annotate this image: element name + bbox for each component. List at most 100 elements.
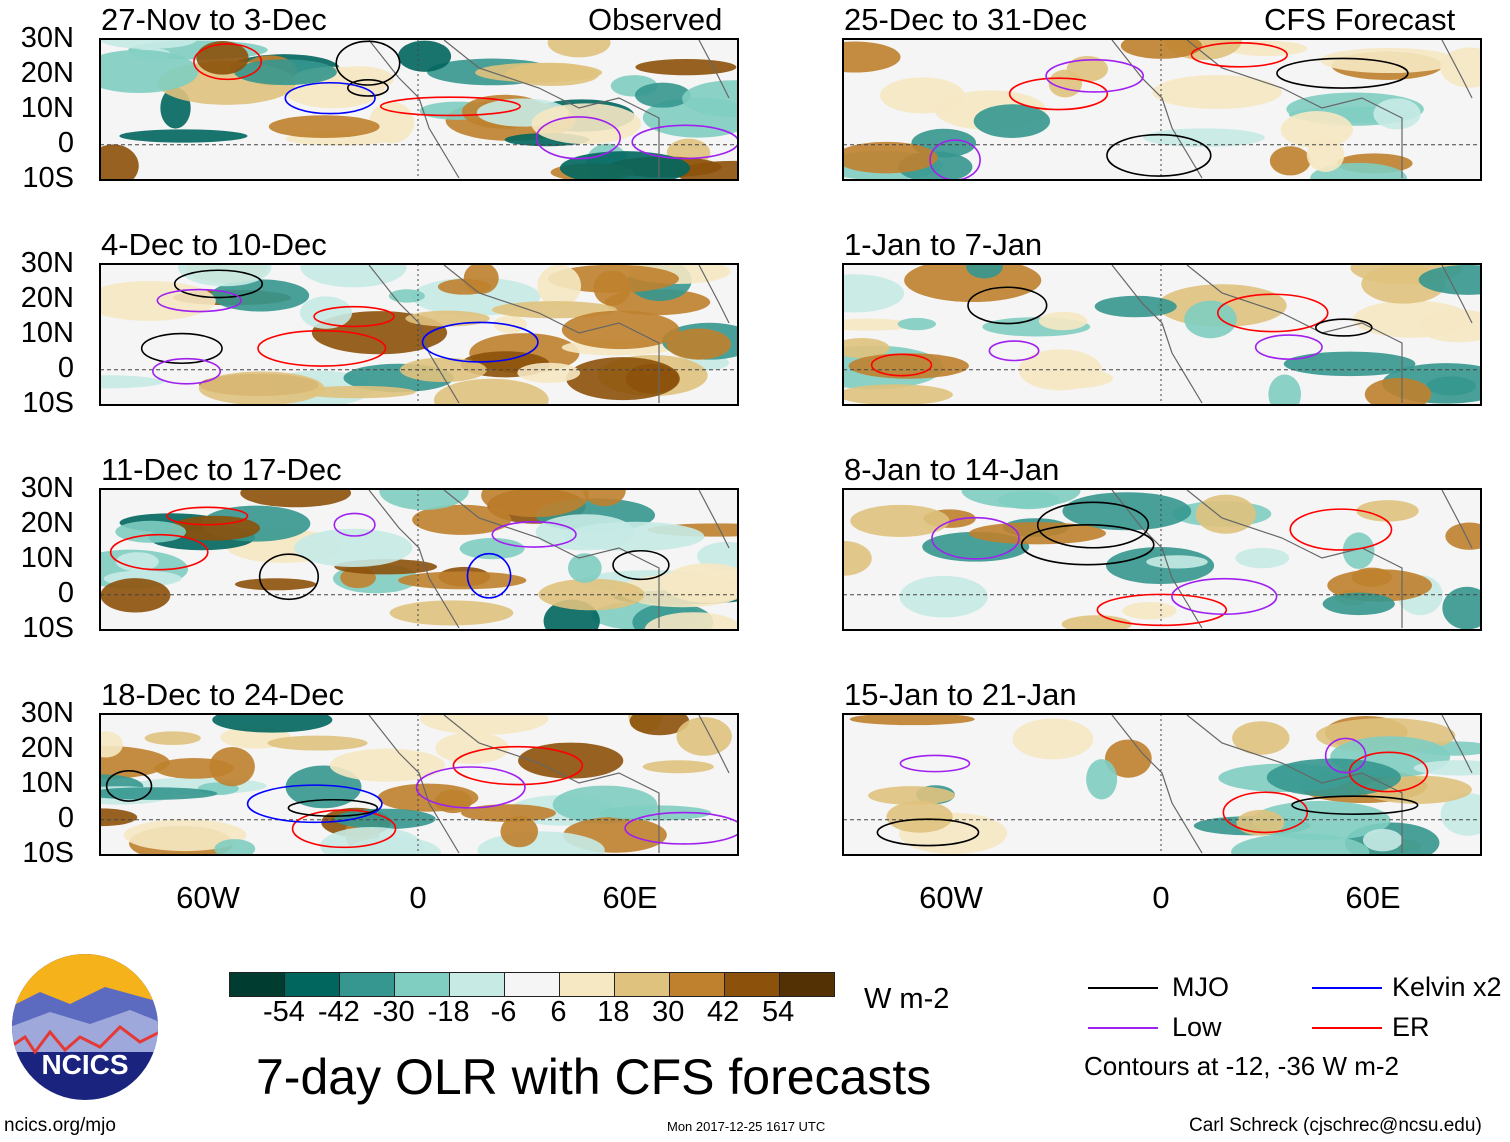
wave-contour xyxy=(1216,293,1329,333)
olr-anomaly xyxy=(518,742,624,779)
panel-frame xyxy=(842,263,1482,406)
lon-label: 60W xyxy=(919,880,983,915)
olr-anomaly xyxy=(676,717,732,756)
panel-title: 15-Jan to 21-Jan xyxy=(844,677,1077,712)
olr-anomaly xyxy=(1442,586,1482,630)
olr-anomaly xyxy=(625,363,679,394)
map-panel xyxy=(842,263,1482,406)
lat-label: 30N xyxy=(20,22,74,54)
olr-anomaly xyxy=(267,735,368,751)
olr-anomaly xyxy=(868,786,956,805)
map-panel xyxy=(99,263,739,406)
colorbar-swatch xyxy=(450,973,505,996)
wave-contour xyxy=(876,818,980,847)
olr-anomaly xyxy=(1061,615,1132,631)
olr-anomaly xyxy=(294,528,413,567)
legend-er: ER xyxy=(1392,1012,1430,1042)
wave-contour xyxy=(287,798,379,817)
wave-contour xyxy=(1324,737,1367,774)
olr-anomaly xyxy=(379,488,469,510)
olr-anomaly xyxy=(299,296,352,329)
olr-anomaly xyxy=(1306,137,1345,172)
olr-anomaly xyxy=(961,488,1081,508)
wave-contour xyxy=(612,549,670,581)
olr-anomaly xyxy=(1105,739,1152,778)
olr-anomaly xyxy=(1146,555,1208,569)
olr-anomaly xyxy=(1236,809,1285,836)
olr-anomaly xyxy=(1231,833,1370,856)
colorbar-swatch xyxy=(560,973,615,996)
olr-anomaly xyxy=(493,315,527,334)
olr-anomaly xyxy=(561,310,680,350)
wave-contour xyxy=(535,116,622,160)
olr-anomaly xyxy=(564,521,705,552)
olr-anomaly xyxy=(500,815,539,848)
wave-contour xyxy=(166,506,249,526)
olr-anomaly xyxy=(99,787,218,800)
wave-contour xyxy=(1045,59,1145,93)
olr-anomaly xyxy=(240,488,352,508)
olr-anomaly xyxy=(214,839,256,856)
olr-anomaly xyxy=(583,488,626,507)
colorbar-swatch xyxy=(340,973,395,996)
colorbar-label: -54 xyxy=(262,996,305,1028)
olr-anomaly xyxy=(899,575,988,618)
lat-label: 10N xyxy=(20,767,74,799)
olr-anomaly xyxy=(904,263,1042,303)
olr-anomaly xyxy=(99,375,164,389)
olr-anomaly xyxy=(842,274,905,313)
olr-anomaly xyxy=(1184,300,1237,339)
wave-contour xyxy=(452,745,584,786)
wave-contour xyxy=(899,754,971,773)
legend-line-er xyxy=(1312,1027,1382,1029)
panel-frame xyxy=(99,263,739,406)
wave-contour xyxy=(491,521,577,548)
olr-anomaly xyxy=(880,77,965,114)
lat-label: 10S xyxy=(22,387,74,419)
olr-anomaly xyxy=(850,504,950,537)
olr-anomaly xyxy=(1356,500,1419,522)
lat-label: 20N xyxy=(20,507,74,539)
wave-contour xyxy=(1276,57,1409,89)
olr-anomaly xyxy=(973,104,1051,138)
olr-anomaly xyxy=(629,713,690,736)
lat-label: 30N xyxy=(20,697,74,729)
lon-label: 0 xyxy=(1152,880,1170,915)
svg-text:NCICS: NCICS xyxy=(41,1049,128,1080)
site-link[interactable]: ncics.org/mjo xyxy=(4,1115,116,1136)
olr-anomaly xyxy=(849,713,975,726)
olr-anomaly xyxy=(567,553,602,583)
olr-anomaly xyxy=(666,328,731,360)
olr-anomaly xyxy=(547,38,611,58)
olr-anomaly xyxy=(1417,309,1482,343)
olr-anomaly xyxy=(1152,75,1282,110)
lon-label: 60E xyxy=(1345,880,1401,915)
wave-contour xyxy=(291,809,397,849)
colorbar-swatch xyxy=(615,973,670,996)
olr-anomaly xyxy=(842,337,890,359)
olr-anomaly xyxy=(481,488,589,518)
olr-anomaly xyxy=(559,151,691,181)
lat-label: 20N xyxy=(20,57,74,89)
colorbar-swatch xyxy=(670,973,725,996)
olr-anomaly xyxy=(297,385,416,399)
olr-anomaly xyxy=(1143,128,1265,147)
wave-contour xyxy=(967,286,1048,325)
wave-contour xyxy=(988,340,1040,362)
olr-anomaly xyxy=(300,263,407,288)
olr-anomaly xyxy=(323,66,394,92)
olr-anomaly xyxy=(531,103,641,145)
wave-contour xyxy=(1289,508,1393,551)
olr-anomaly xyxy=(1195,494,1256,534)
olr-anomaly xyxy=(1440,792,1482,836)
olr-anomaly xyxy=(1120,38,1203,59)
olr-anomaly xyxy=(412,504,512,535)
olr-anomaly xyxy=(491,301,617,319)
map-panel xyxy=(99,488,739,631)
panel-title: 8-Jan to 14-Jan xyxy=(844,452,1060,487)
wave-contour xyxy=(421,321,539,363)
lat-label: 0 xyxy=(57,127,74,159)
panel-frame xyxy=(842,713,1482,856)
olr-anomaly xyxy=(99,38,198,49)
map-panel xyxy=(842,713,1482,856)
